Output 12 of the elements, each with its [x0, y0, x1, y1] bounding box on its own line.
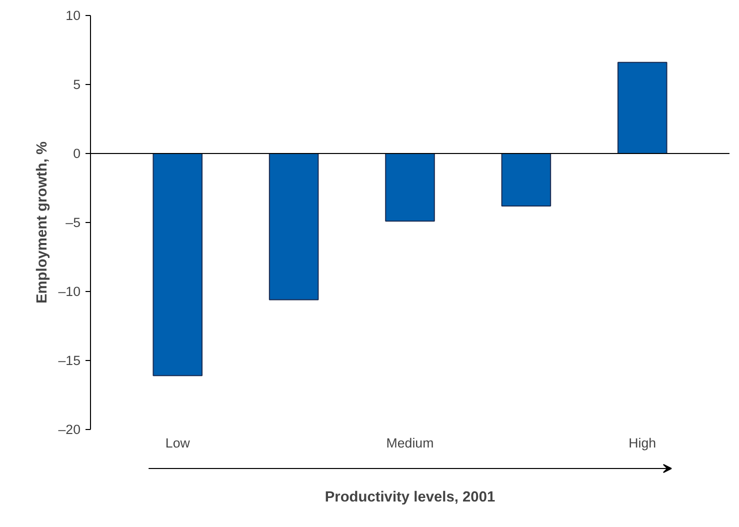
y-axis-title: Employment growth, %: [34, 141, 50, 304]
y-tick-label: 5: [73, 77, 81, 92]
x-tick-label: Medium: [386, 436, 434, 450]
y-tick-label: –15: [58, 353, 81, 368]
x-axis-title: Productivity levels, 2001: [324, 490, 496, 506]
y-tick-label: –10: [58, 284, 81, 299]
x-tick-label: High: [628, 436, 656, 450]
y-tick-label: –20: [58, 422, 81, 437]
y-tick-label: 10: [66, 8, 81, 23]
y-tick-label: –5: [66, 215, 81, 230]
x-tick-label: Low: [165, 436, 190, 450]
y-tick-label: 0: [73, 146, 81, 161]
